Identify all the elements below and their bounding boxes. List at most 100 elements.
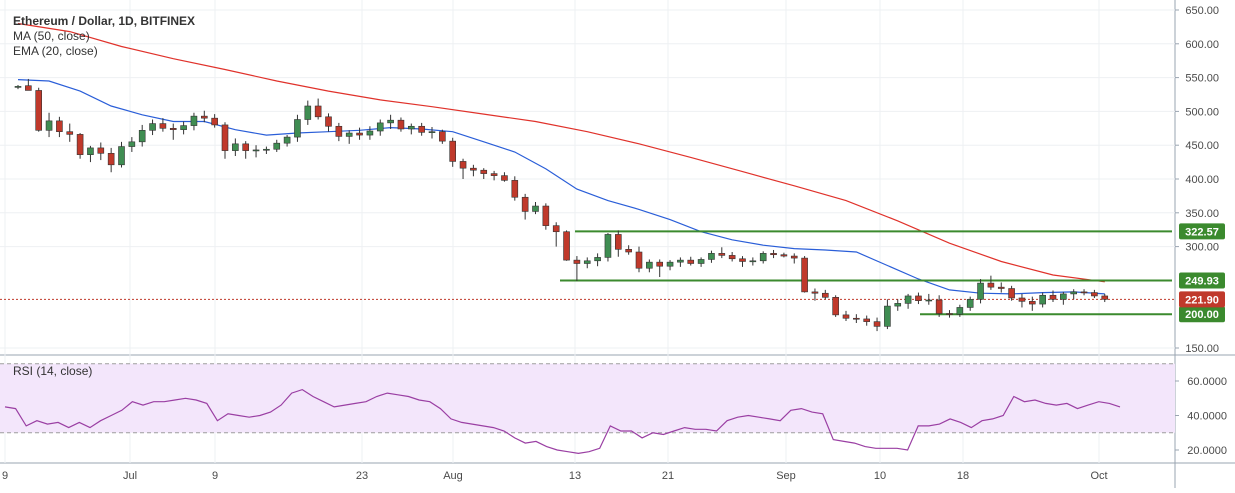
candle-body <box>118 146 125 166</box>
candle-body <box>490 173 498 176</box>
candle-body <box>128 141 136 147</box>
candle-body <box>977 282 984 300</box>
candle-body <box>552 225 560 233</box>
candle-body <box>925 299 933 302</box>
rsi-indicator-label: RSI (14, close) <box>13 364 93 378</box>
candle-body <box>646 261 653 269</box>
time-tick-label: 18 <box>957 470 969 482</box>
time-tick-label: 23 <box>356 470 368 482</box>
price-tick-label: 150.00 <box>1185 343 1219 355</box>
candle-body <box>107 153 115 166</box>
candle-body <box>45 120 53 131</box>
rsi-tick-label: 60.0000 <box>1187 376 1227 388</box>
candle-body <box>304 105 312 120</box>
candle-body <box>211 117 218 126</box>
level-badge <box>1179 272 1225 289</box>
candle-body <box>459 161 467 169</box>
candle-body <box>263 148 270 151</box>
candle-body <box>532 205 539 212</box>
candle-body <box>821 292 829 298</box>
candle-body <box>221 124 229 151</box>
candle-body <box>325 116 332 127</box>
price-tick-label: 500.00 <box>1185 106 1219 118</box>
level-badge-label: 200.00 <box>1185 309 1219 321</box>
candle-body <box>677 259 684 263</box>
rsi-line <box>4 388 1121 455</box>
candle-body <box>563 231 570 261</box>
candle-body <box>1029 301 1036 305</box>
price-tick-label: 650.00 <box>1185 5 1219 17</box>
candle-body <box>190 115 198 126</box>
time-tick-label: 13 <box>569 470 581 482</box>
ma-indicator-label: MA (50, close) <box>13 29 90 43</box>
candle-body <box>87 147 94 155</box>
candle-body <box>687 259 695 264</box>
candle-body <box>780 254 788 257</box>
candle-body <box>1070 291 1077 295</box>
candle-body <box>759 253 767 262</box>
candle-body <box>625 249 632 253</box>
price-tick-label: 600.00 <box>1185 39 1219 51</box>
candle-body <box>728 255 736 260</box>
candle-body <box>1018 297 1026 302</box>
level-badge <box>1179 306 1225 323</box>
price-tick-label: 300.00 <box>1185 242 1219 254</box>
candle-body <box>201 115 208 119</box>
time-tick-label: Sep <box>776 470 796 482</box>
candle-body <box>35 90 43 131</box>
candle-body <box>573 259 581 264</box>
candle-body <box>480 169 488 174</box>
price-tick-label: 400.00 <box>1185 174 1219 186</box>
candle-body <box>614 234 622 250</box>
candle-body <box>739 258 746 262</box>
candle-body <box>542 205 550 226</box>
candle-body <box>169 128 177 130</box>
candle-body <box>718 253 726 256</box>
candle-body <box>853 317 860 320</box>
candle-body <box>521 196 529 212</box>
candle-body <box>76 134 84 155</box>
candle-body <box>449 140 457 162</box>
price-tick-label: 550.00 <box>1185 73 1219 85</box>
candle-body <box>14 86 22 88</box>
candle-body <box>635 251 643 269</box>
candle-body <box>1049 294 1057 300</box>
candle-body <box>25 85 32 91</box>
candle-body <box>811 291 819 294</box>
candle-body <box>470 167 477 171</box>
candle-body <box>159 123 167 129</box>
candle-body <box>66 131 74 135</box>
last-price-label: 221.90 <box>1185 294 1219 306</box>
candle-body <box>915 295 922 301</box>
candle-body <box>770 253 777 256</box>
candle-body <box>314 105 322 118</box>
candle-body <box>439 131 446 142</box>
price-tick-label: 350.00 <box>1185 208 1219 220</box>
candle-body <box>345 132 353 137</box>
level-badge <box>1179 223 1225 240</box>
candle-body <box>1039 294 1046 305</box>
candle-body <box>1080 291 1088 294</box>
candle-body <box>387 119 394 124</box>
candle-body <box>407 125 415 130</box>
candle-body <box>863 318 871 322</box>
candle-body <box>790 255 798 259</box>
rsi-band <box>0 363 1175 433</box>
candle-body <box>987 282 995 288</box>
candle-body <box>842 314 850 319</box>
candle-body <box>180 125 187 130</box>
candle-body <box>966 299 974 308</box>
candle-body <box>283 136 291 144</box>
ema-indicator-label: EMA (20, close) <box>13 44 98 58</box>
chart-legend: Ethereum / Dollar, 1D, BITFINEX MA (50, … <box>13 14 195 59</box>
candle-body <box>428 131 436 133</box>
candle-body <box>583 260 591 264</box>
candle-body <box>138 130 146 143</box>
time-tick-label: 21 <box>662 470 674 482</box>
candle-body <box>356 132 363 136</box>
candle-body <box>904 295 912 304</box>
rsi-tick-label: 40.0000 <box>1187 411 1227 423</box>
candle-body <box>1101 295 1109 300</box>
